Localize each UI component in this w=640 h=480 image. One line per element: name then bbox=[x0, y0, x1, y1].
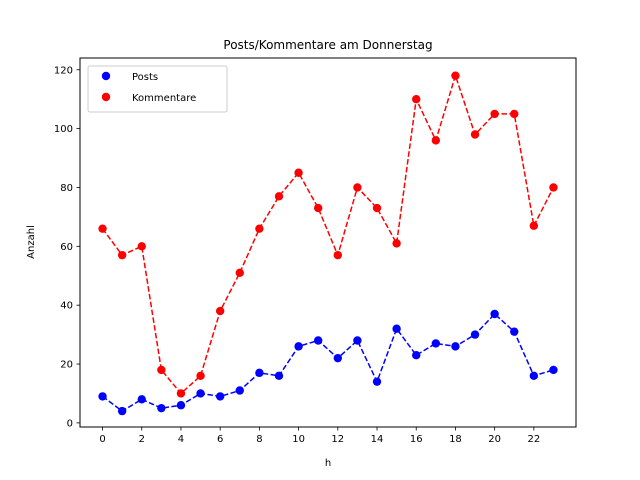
legend-marker-kommentare bbox=[101, 92, 111, 102]
data-point bbox=[392, 239, 401, 248]
data-point bbox=[333, 250, 342, 260]
data-point bbox=[255, 368, 264, 378]
series-line-kommentare bbox=[101, 73, 555, 395]
data-point bbox=[490, 309, 499, 319]
data-point bbox=[196, 389, 205, 398]
data-point bbox=[431, 339, 441, 348]
data-point bbox=[412, 351, 421, 360]
data-point bbox=[98, 224, 107, 233]
series-posts bbox=[98, 309, 558, 416]
data-point bbox=[117, 250, 127, 260]
data-point bbox=[510, 109, 519, 119]
y-tick-label: 40 bbox=[60, 301, 73, 312]
plot-area-frame bbox=[79, 57, 577, 428]
x-tick-label: 2 bbox=[139, 434, 145, 445]
y-tick-label: 80 bbox=[60, 183, 73, 194]
data-point bbox=[176, 401, 186, 410]
data-point bbox=[117, 406, 127, 416]
data-point bbox=[157, 365, 166, 375]
data-point bbox=[98, 392, 107, 401]
x-tick-label: 18 bbox=[449, 434, 462, 445]
data-point bbox=[196, 371, 205, 380]
chart-title: Posts/Kommentare am Donnerstag bbox=[223, 38, 432, 52]
x-tick-label: 8 bbox=[256, 434, 262, 445]
data-point bbox=[274, 192, 284, 201]
y-tick-label: 0 bbox=[67, 418, 73, 429]
y-tick-label: 100 bbox=[54, 124, 73, 135]
data-point bbox=[529, 221, 539, 230]
data-point bbox=[353, 336, 362, 345]
data-point bbox=[412, 95, 421, 104]
data-point bbox=[176, 389, 186, 398]
y-axis: 0 20 40 60 80 100 120 bbox=[54, 65, 80, 429]
data-point bbox=[529, 371, 539, 380]
data-point bbox=[137, 242, 146, 251]
data-point bbox=[451, 342, 460, 351]
x-tick-label: 4 bbox=[178, 434, 184, 445]
x-tick-label: 14 bbox=[371, 434, 384, 445]
data-point bbox=[235, 386, 244, 395]
series-layer bbox=[98, 71, 558, 416]
data-point bbox=[549, 183, 558, 192]
data-point bbox=[470, 330, 480, 339]
data-point bbox=[294, 168, 303, 177]
data-point bbox=[157, 403, 166, 413]
data-point bbox=[510, 327, 519, 336]
legend: Posts Kommentare bbox=[87, 65, 228, 113]
data-point bbox=[314, 203, 323, 213]
data-point bbox=[294, 342, 303, 351]
legend-marker-posts bbox=[101, 71, 111, 81]
data-point bbox=[549, 365, 558, 375]
data-point bbox=[392, 324, 401, 333]
x-tick-label: 10 bbox=[292, 434, 305, 445]
data-point bbox=[215, 392, 225, 401]
legend-label-posts: Posts bbox=[132, 72, 158, 83]
x-tick-label: 0 bbox=[99, 434, 105, 445]
y-tick-label: 120 bbox=[54, 65, 73, 76]
y-tick-label: 20 bbox=[60, 360, 73, 371]
x-tick-label: 12 bbox=[331, 434, 344, 445]
x-tick-label: 6 bbox=[217, 434, 223, 445]
data-point bbox=[490, 109, 499, 119]
data-point bbox=[470, 130, 480, 139]
x-tick-label: 22 bbox=[527, 434, 540, 445]
data-point bbox=[372, 203, 382, 213]
legend-frame bbox=[87, 65, 228, 113]
x-tick-label: 20 bbox=[488, 434, 501, 445]
series-kommentare bbox=[98, 71, 558, 398]
data-point bbox=[333, 353, 342, 363]
legend-label-kommentare: Kommentare bbox=[132, 93, 196, 104]
data-point bbox=[314, 336, 323, 345]
data-point bbox=[215, 306, 225, 316]
x-axis: 0 2 4 6 8 10 12 14 16 18 20 22 bbox=[99, 427, 540, 445]
x-axis-label: h bbox=[325, 458, 331, 469]
data-point bbox=[255, 224, 264, 233]
data-point bbox=[372, 377, 382, 386]
y-axis-label: Anzahl bbox=[26, 225, 37, 259]
data-point bbox=[137, 395, 146, 404]
data-point bbox=[353, 183, 362, 192]
data-point bbox=[431, 136, 441, 145]
data-point bbox=[451, 71, 460, 80]
data-point bbox=[235, 268, 244, 278]
x-tick-label: 16 bbox=[410, 434, 423, 445]
y-tick-label: 60 bbox=[60, 242, 73, 253]
data-point bbox=[274, 371, 284, 380]
